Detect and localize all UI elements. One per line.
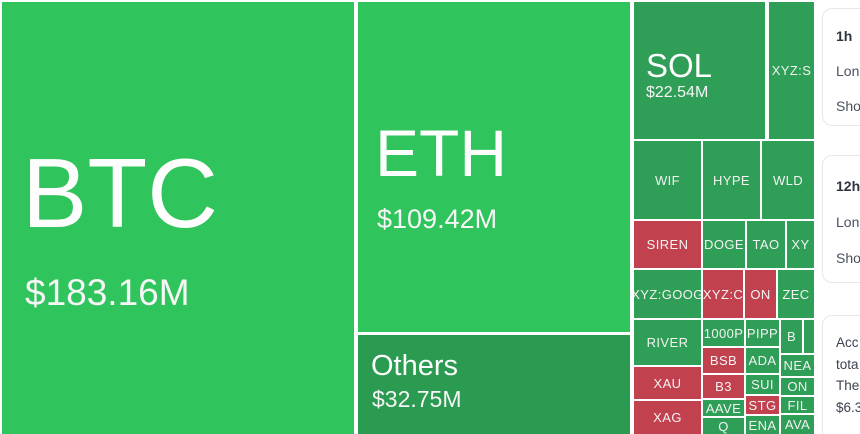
tile-sol-value: $22.54M [646,84,709,101]
tile-stg-label: STG [748,397,777,413]
tile-zec-label: ZEC [782,286,810,302]
tile-xyz-c[interactable]: XYZ:C [703,270,743,318]
tile-ava-label: AVA [784,417,811,432]
tile-eth-value: $109.42M [377,204,498,234]
tile-eth[interactable]: ETH $109.42M [358,2,630,332]
tile-bsb-label: BSB [709,353,738,368]
tile-sui-label: SUI [751,377,774,392]
tile-fil-label: FIL [787,397,808,413]
tile-others-label: Others [371,350,459,382]
summary-line-1: Acc [836,335,859,350]
summary-line-4: $6.3 [836,399,860,415]
tile-fil[interactable]: FIL [781,397,814,413]
tile-wld[interactable]: WLD [762,141,814,219]
tile-ada[interactable]: ADA [746,348,779,373]
tile-xy-label: XY [791,237,810,252]
tile-hype[interactable]: HYPE [703,141,760,219]
stat-card-12h-title: 12h [836,178,860,194]
tile-1000p[interactable]: 1000P [703,320,744,346]
tile-xau[interactable]: XAU [634,367,701,399]
tile-tao[interactable]: TAO [747,221,785,268]
tile-b3[interactable]: B3 [703,375,744,398]
tile-wld-label: WLD [772,172,804,188]
tile-sol[interactable]: SOL $22.54M [634,2,765,139]
tile-nea[interactable]: NEA [781,355,814,376]
tile-xyz-goog-label: XYZ:GOOG [634,286,701,302]
tile-hype-label: HYPE [712,172,750,188]
tile-zec[interactable]: ZEC [778,270,814,318]
stat-card-1h: 1h Lon Sho [822,8,860,126]
stat-card-12h: 12h Lon Sho [822,155,860,283]
tile-doge-label: DOGE [704,237,744,252]
tile-xyz-goog[interactable]: XYZ:GOOG [634,270,701,318]
tile-ena[interactable]: ENA [746,416,779,434]
tile-siren[interactable]: SIREN [634,221,701,268]
stats-panel: 1h Lon Sho 12h Lon Sho Acc tota The $6.3 [815,0,860,434]
tile-btc-label: BTC [22,138,218,248]
stat-card-12h-long: Lon [836,214,860,230]
tile-unlabeled-sliver[interactable] [804,320,814,353]
tile-b[interactable]: B [781,320,802,353]
tile-aave-label: AAVE [705,400,742,416]
tile-q-label: Q [718,418,729,434]
tile-b3-label: B3 [715,379,732,394]
tile-eth-label: ETH [375,116,507,190]
tile-stg[interactable]: STG [746,396,779,414]
tile-xag-label: XAG [653,410,682,425]
tile-1000p-label: 1000P [703,325,744,341]
tile-xyz-c-label: XYZ:C [703,286,743,302]
tile-doge[interactable]: DOGE [703,221,745,268]
tile-wif-label: WIF [654,172,681,188]
tile-q[interactable]: Q [703,418,744,434]
tile-xyz-s-label: XYZ:S [771,63,812,78]
tile-others-value: $32.75M [372,386,462,412]
tile-b-label: B [786,329,797,344]
tile-river[interactable]: RIVER [634,320,701,365]
treemap: BTC $183.16M ETH $109.42M Others $32.75M… [0,0,815,434]
tile-xag[interactable]: XAG [634,401,701,434]
tile-xy[interactable]: XY [787,221,814,268]
tile-wif[interactable]: WIF [634,141,701,219]
summary-card: Acc tota The $6.3 [822,315,860,434]
tile-sui[interactable]: SUI [746,375,779,394]
tile-pipp-label: PIPP [746,325,779,341]
tile-others[interactable]: Others $32.75M [358,335,630,434]
stat-card-1h-long: Lon [836,63,860,79]
tile-siren-label: SIREN [646,237,689,252]
tile-xau-label: XAU [653,375,682,391]
tile-tao-label: TAO [752,237,780,252]
summary-line-2: tota [836,356,859,372]
tile-btc[interactable]: BTC $183.16M [2,2,354,434]
tile-aave[interactable]: AAVE [703,400,744,416]
tile-nea-label: NEA [783,358,812,373]
stat-card-12h-short: Sho [836,250,860,266]
tile-pipp[interactable]: PIPP [746,320,779,346]
tile-ava[interactable]: AVA [781,415,814,434]
stat-card-1h-title: 1h [836,28,853,44]
tile-on-green-label: ON [787,379,808,394]
tile-sol-label: SOL [646,47,713,84]
tile-on-red[interactable]: ON [745,270,776,318]
tile-bsb[interactable]: BSB [703,348,744,373]
tile-on-red-label: ON [750,286,771,302]
tile-on-green[interactable]: ON [781,378,814,395]
tile-btc-value: $183.16M [25,272,190,313]
tile-xyz-s[interactable]: XYZ:S [769,2,814,139]
summary-line-3: The [836,378,860,393]
tile-river-label: RIVER [646,335,689,350]
tile-ena-label: ENA [748,417,777,433]
stat-card-1h-short: Sho [836,98,860,114]
tile-ada-label: ADA [748,353,777,368]
